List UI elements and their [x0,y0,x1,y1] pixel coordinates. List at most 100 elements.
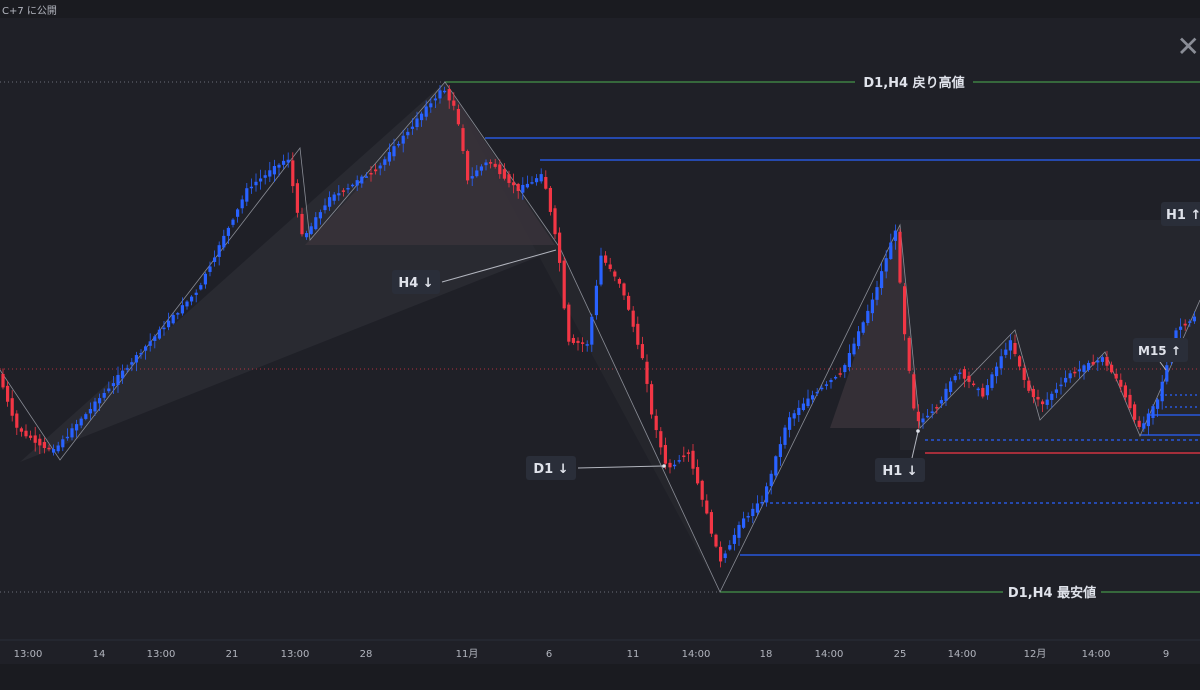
candle-body [1008,340,1012,351]
candle-body [815,391,819,394]
x-tick-label: 14:00 [682,649,711,660]
candle-body [608,264,612,269]
candle-body [1018,356,1022,367]
candle-body [705,500,709,514]
candle-body [677,460,681,462]
candle-body [682,455,686,458]
candle-body [1165,365,1169,382]
candle-body [318,212,322,219]
candle-body [1031,388,1035,398]
candle-body [585,344,589,346]
candle-body [484,162,488,166]
candle-body [314,217,318,230]
candle-body [392,146,396,157]
candle-body [443,90,447,93]
candle-body [631,310,635,327]
candle-body [755,503,759,513]
candle-body [811,395,815,400]
x-axis-ticks: 13:00 14 13:00 21 13:00 28 11月 6 11 14:00 18 14:00 2… [14,648,1170,660]
support-label: D1,H4 最安値 [1003,582,1101,602]
candle-body [203,273,207,285]
candle-body [861,322,865,333]
candle-body [489,162,493,164]
candle-body [962,369,966,379]
candle-body [834,376,838,379]
candle-body [70,428,74,438]
candle-body [226,227,230,236]
candle-body [622,283,626,296]
candle-body [1156,399,1160,409]
candle-body [930,411,934,413]
candle-body [847,353,851,368]
candle-body [171,315,175,324]
candle-body [852,343,856,355]
candle-body [571,337,575,343]
candle-body [47,447,51,450]
candle-body [1105,356,1109,366]
candle-body [10,398,14,416]
candle-body [617,278,621,284]
candle-body [1123,385,1127,398]
x-tick-label: 18 [760,649,773,660]
candle-body [539,174,543,182]
candle-body [272,166,276,175]
candle-body [1027,380,1031,391]
h1-down-pointer-dot [916,429,920,433]
candle-body [130,362,134,365]
h1-up-label: H1 ↑ [1161,202,1200,226]
candle-body [401,135,405,144]
candle-body [364,176,368,178]
support-label-text: D1,H4 最安値 [1008,585,1096,601]
bottom-strip [0,664,1200,690]
close-icon[interactable]: ✕ [1176,30,1200,63]
candle-body [61,439,65,448]
candle-body [1192,316,1196,322]
x-tick-label: 13:00 [281,649,310,660]
candle-body [111,383,115,387]
candle-body [907,337,911,371]
candle-body [985,385,989,396]
candle-body [870,299,874,314]
candle-body [493,163,497,167]
candle-body [732,534,736,544]
candle-body [544,176,548,189]
candle-body [875,287,879,300]
candle-body [180,305,184,314]
candle-body [286,159,290,163]
zone-pullback-1 [305,90,555,245]
candle-body [1110,364,1114,373]
candle-body [98,398,102,404]
candle-body [24,430,28,437]
candle-body [291,160,295,187]
candle-body [1146,413,1150,427]
candle-body [723,553,727,559]
candle-body [121,370,125,379]
candle-body [125,368,129,370]
candle-body [668,462,672,468]
candle-body [176,313,180,315]
candle-body [765,486,769,503]
candle-body [461,128,465,152]
resistance-label: D1,H4 戻り高値 [855,72,973,92]
candle-body [728,545,732,550]
candle-body [553,208,557,235]
candle-body [990,374,994,388]
candle-body [774,456,778,476]
candle-body [1054,389,1058,393]
price-chart[interactable]: D1,H4 戻り高値 D1,H4 最安値 H4 ↓ D1 ↓ H1 ↓ H1 ↑… [0,18,1200,664]
candle-body [254,181,258,186]
candle-body [650,384,654,415]
candle-body [967,375,971,382]
candle-body [576,340,580,343]
candle-body [1082,365,1086,372]
x-tick-label: 14:00 [948,649,977,660]
candle-body [640,344,644,359]
candle-body [245,188,249,202]
candle-body [696,467,700,484]
candle-body [581,342,585,344]
h4-swing-label-text: H4 ↓ [398,276,433,291]
x-tick-label: 13:00 [147,649,176,660]
candle-body [88,408,92,414]
candle-body [548,187,552,212]
candle-body [1045,399,1049,405]
